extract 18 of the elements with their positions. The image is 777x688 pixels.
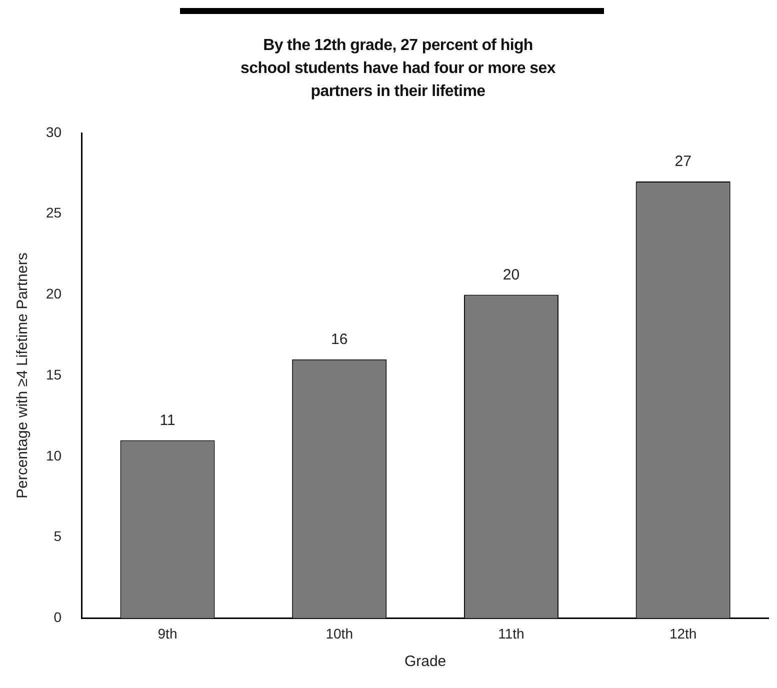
y-tick-label: 0 (54, 609, 62, 626)
x-tick-label: 11th (498, 625, 524, 642)
y-tick-label: 20 (46, 286, 62, 302)
data-label: 16 (331, 331, 348, 348)
y-tick-label: 10 (46, 447, 62, 464)
x-axis-title: Grade (404, 653, 446, 670)
y-tick-label: 5 (54, 528, 62, 544)
data-label: 20 (502, 266, 520, 284)
chart-title: By the 12th grade, 27 percent of high school students have had four or more sex partners in their lifetime (240, 36, 556, 102)
y-tick-label: 30 (46, 124, 62, 140)
data-label: 27 (674, 153, 692, 170)
data-label: 11 (160, 412, 176, 429)
y-tick-label: 15 (46, 366, 62, 382)
y-tick-label: 25 (46, 204, 62, 221)
x-tick-label: 10th (326, 625, 353, 642)
x-tick-label: 12th (669, 625, 697, 642)
x-tick-label: 9th (158, 625, 178, 642)
y-axis-title: Percentage with ≥4 Lifetime Partners (14, 252, 32, 499)
